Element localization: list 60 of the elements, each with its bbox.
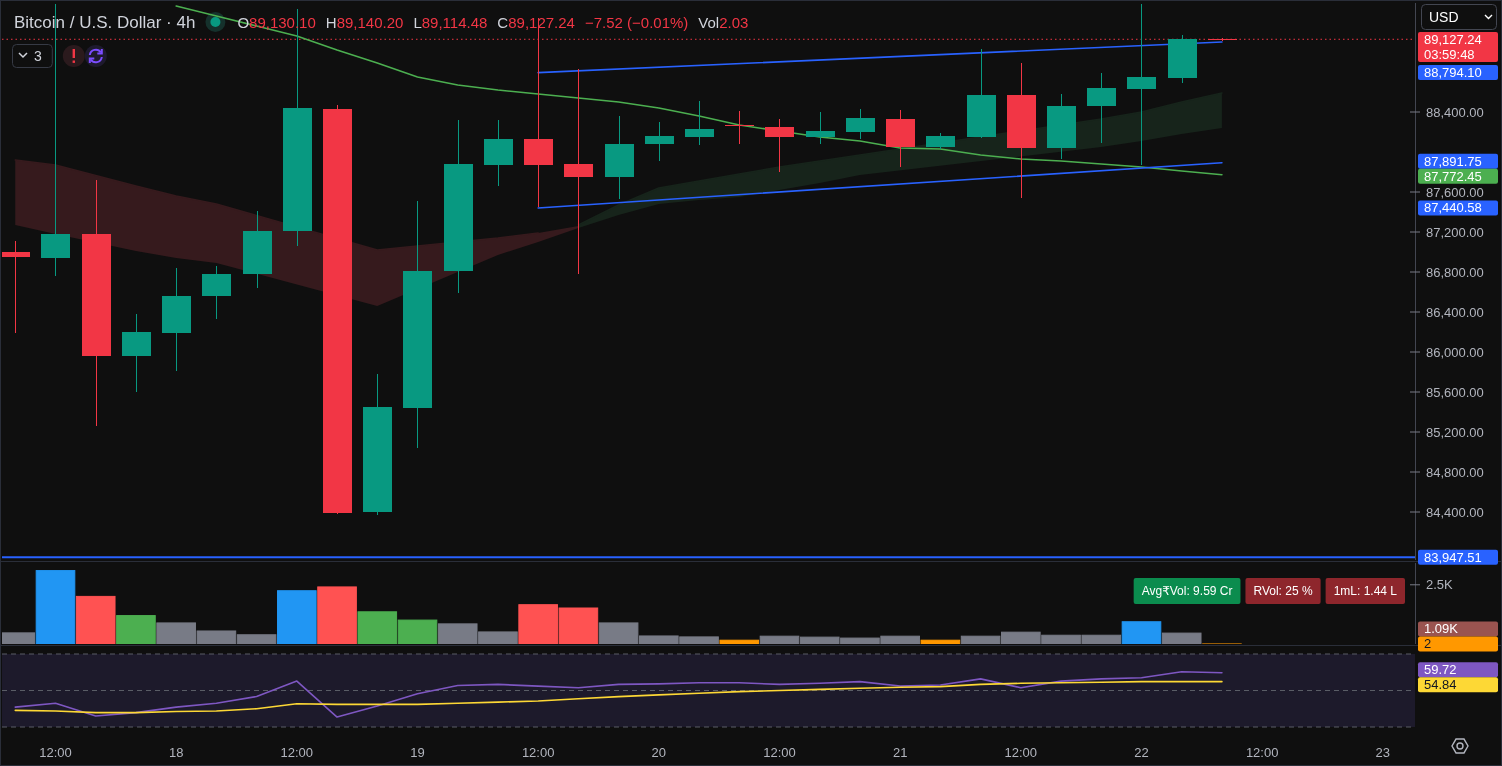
bar: [1161, 632, 1202, 644]
x-tick-label: 21: [892, 744, 908, 760]
text: 87,891.75: [1424, 153, 1482, 169]
x-tick-label: 12:00: [39, 744, 72, 760]
annotation: −7.52 (−0.01%): [584, 13, 689, 31]
annotation: Avg₹Vol: 9.59 Cr: [1141, 584, 1233, 598]
x-tick-label: 23: [1375, 744, 1391, 760]
x-tick-label: 20: [651, 744, 667, 760]
y-tick-label: 84,800.00: [1426, 464, 1484, 480]
text: 1.09K: [1424, 621, 1459, 637]
x-tick-label: 12:00: [1245, 744, 1279, 760]
text: 54.84: [1424, 677, 1457, 693]
text: 2: [1424, 636, 1432, 652]
candlestick: [1127, 3, 1156, 166]
bar: [1121, 621, 1162, 644]
ref-line-label: 83,947.51: [1424, 549, 1482, 565]
text: 87,440.58: [1424, 200, 1482, 216]
text: 59.72: [1424, 662, 1457, 678]
y-axis-title: USD: [1429, 9, 1459, 25]
x-tick-label: 12:00: [763, 744, 796, 760]
text: 03:59:48: [1424, 47, 1475, 62]
bar: [920, 639, 961, 644]
x-tick-label: 12:00: [1004, 744, 1038, 760]
annotation: 3: [34, 47, 42, 64]
ref-line-label: 89,127.24: [1424, 32, 1482, 47]
text: 87,772.45: [1424, 168, 1482, 184]
bar: [35, 570, 76, 644]
x-tick-label: 18: [168, 744, 184, 760]
y-tick-label: 87,600.00: [1426, 184, 1484, 200]
bar: [277, 590, 317, 644]
candlestick: [806, 111, 835, 145]
text: 88,794.10: [1424, 65, 1482, 81]
annotation: L89,114.48: [413, 13, 488, 31]
y-tick-label: 87,200.00: [1426, 224, 1484, 240]
y-tick-label: 85,200.00: [1426, 424, 1484, 440]
line-series: [175, 5, 1223, 176]
bar: [75, 595, 116, 644]
x-tick-label: 12:00: [280, 744, 314, 760]
y-tick-label: 85,600.00: [1426, 384, 1484, 400]
candlestick: [725, 110, 754, 144]
annotation: Vol2.03: [698, 13, 749, 31]
y-tick-label: 86,800.00: [1426, 264, 1484, 280]
candlestick: [564, 68, 593, 275]
y-tick-label: 86,400.00: [1426, 304, 1484, 320]
bar: [317, 586, 357, 644]
y-tick-label: 84,400.00: [1426, 504, 1484, 520]
y-tick-label: 88,400.00: [1426, 104, 1484, 120]
candlestick: [2, 240, 30, 334]
x-tick-label: 22: [1134, 744, 1149, 760]
annotation: RVol: 25 %: [1253, 584, 1313, 598]
x-tick-label: 19: [410, 744, 425, 760]
bar: [719, 639, 760, 644]
y-tick-label: 86,000.00: [1426, 344, 1484, 360]
annotation: 1mL: 1.44 L: [1333, 584, 1398, 598]
candlestick: [685, 100, 714, 146]
y-tick-label: 2.5K: [1426, 577, 1454, 593]
annotation: H89,140.20: [325, 13, 404, 31]
bar: [116, 615, 156, 644]
candlestick: [645, 121, 674, 162]
x-tick-label: 12:00: [521, 744, 555, 760]
